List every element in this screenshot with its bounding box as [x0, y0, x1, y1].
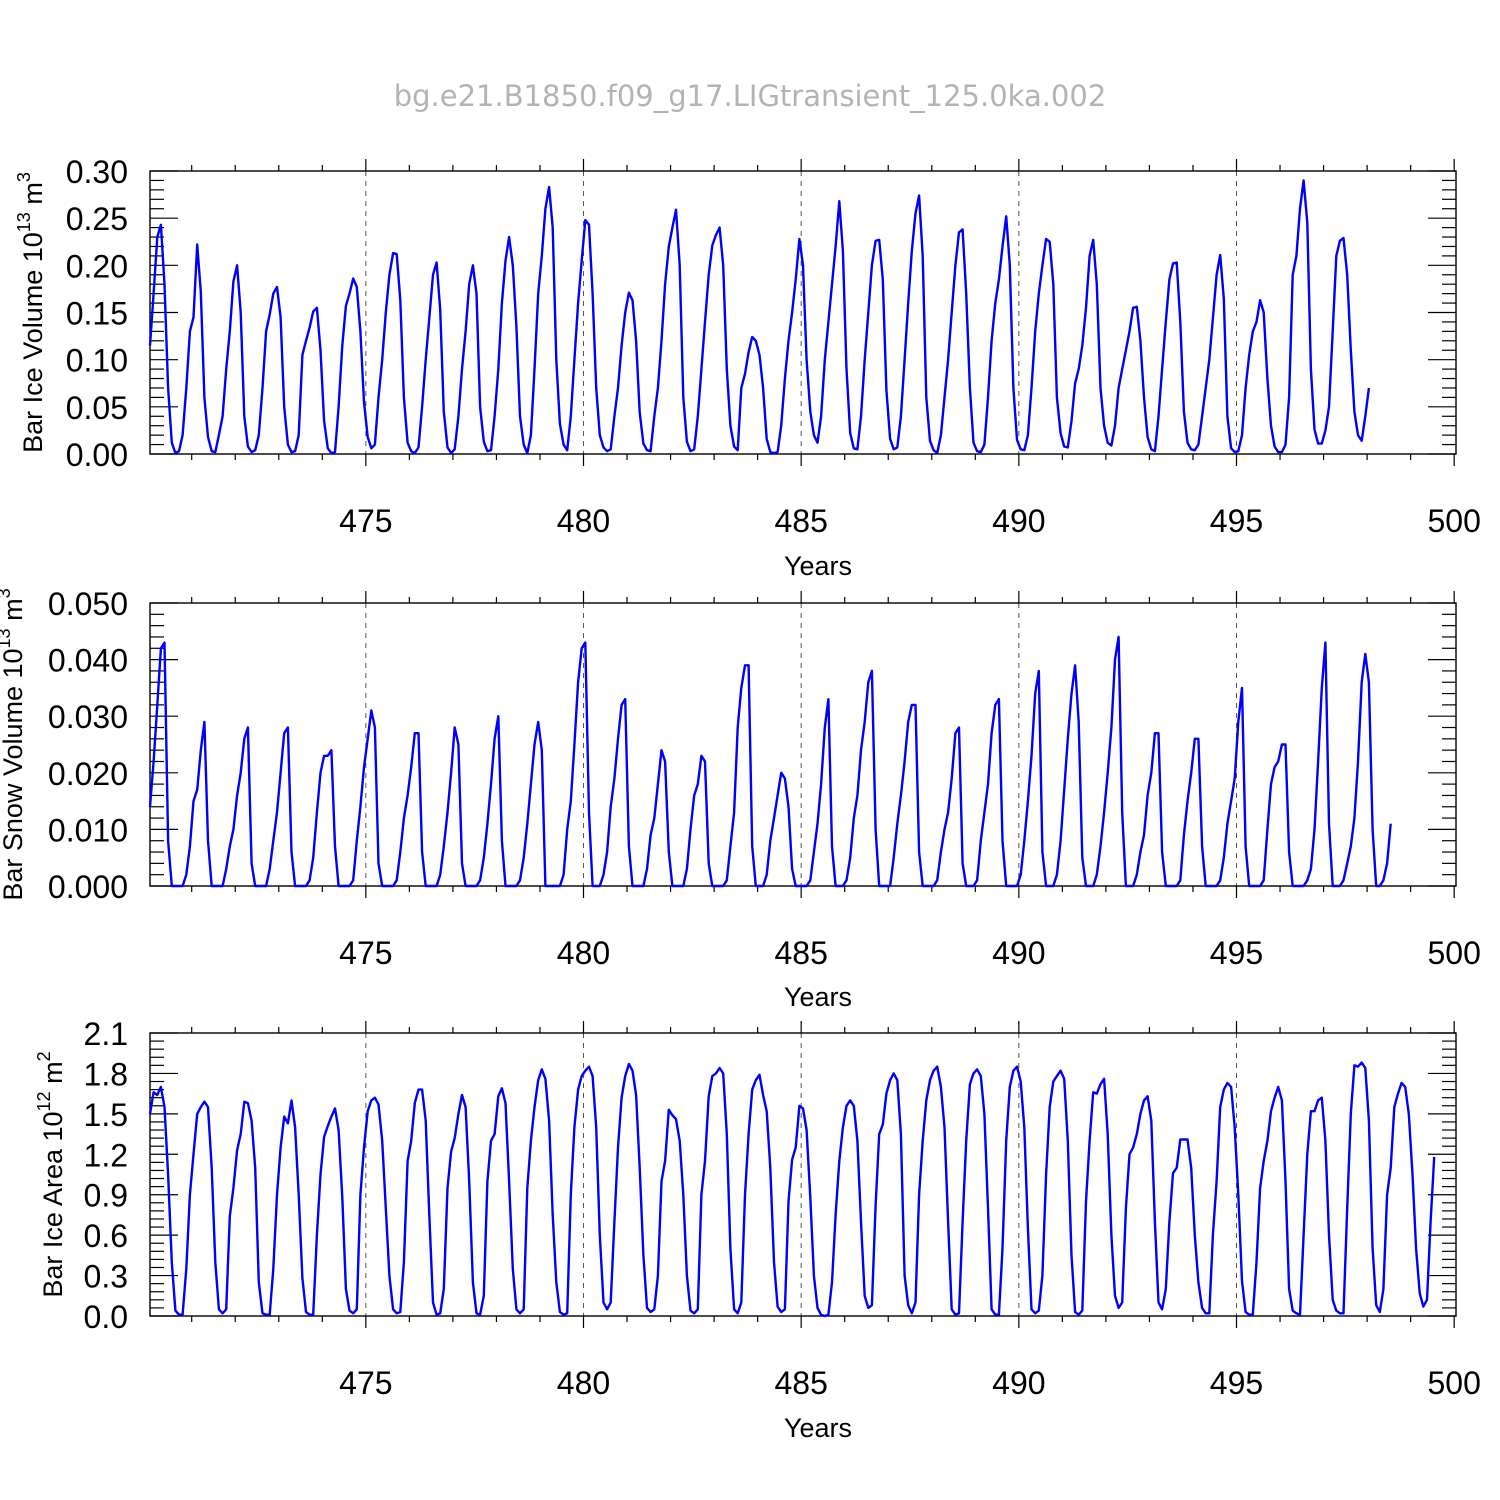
x-axis-label: Years	[784, 982, 852, 1012]
y-tick-label: 0.10	[66, 343, 128, 379]
y-tick-label: 0.010	[48, 812, 128, 848]
y-axis-label: Bar Snow Volume 1013 m3	[0, 588, 28, 900]
y-axis-label: Bar Ice Area 1012 m2	[34, 1051, 68, 1297]
panel-ice-volume: 475 480 485 490 495 500 0.00 0.05 0.10 0.15 0.20 0.…	[14, 154, 1481, 581]
y-axis-label: Bar Ice Volume 1013 m3	[14, 172, 48, 453]
y-tick-label: 0.15	[66, 296, 128, 332]
x-tick-label: 485	[774, 503, 827, 539]
x-tick-label: 490	[992, 1365, 1045, 1401]
x-tick-label: 490	[992, 503, 1045, 539]
y-tick-label: 2.1	[84, 1016, 128, 1052]
y-tick-label: 0.30	[66, 154, 128, 190]
series-line-ice-volume	[148, 179, 1371, 455]
plot-frame	[149, 602, 1457, 887]
y-tick-label: 0.030	[48, 699, 128, 735]
panel-snow-volume: 475 480 485 490 495 500 0.000 0.010 0.020 0.030 0.…	[0, 586, 1481, 1012]
x-axis-label: Years	[784, 551, 852, 581]
x-tick-label: 485	[774, 1365, 827, 1401]
y-tick-label: 0.3	[84, 1259, 128, 1295]
y-tick-label: 0.020	[48, 756, 128, 792]
y-tick-label: 1.8	[84, 1056, 128, 1092]
x-tick-label: 475	[339, 935, 392, 971]
y-tick-label: 0.20	[66, 248, 128, 284]
y-tick-label: 0.000	[48, 869, 128, 905]
x-tick-label: 475	[339, 503, 392, 539]
x-tick-label: 500	[1427, 935, 1480, 971]
y-tick-label: 0.25	[66, 201, 128, 237]
x-axis-label: Years	[784, 1413, 852, 1443]
x-tick-label: 480	[557, 1365, 610, 1401]
x-tick-label: 480	[557, 935, 610, 971]
x-tick-label: 495	[1210, 503, 1263, 539]
y-tick-label: 0.6	[84, 1218, 128, 1254]
y-tick-label: 0.9	[84, 1178, 128, 1214]
y-tick-label: 0.050	[48, 586, 128, 622]
x-tick-label: 500	[1427, 1365, 1480, 1401]
y-tick-label: 0.0	[84, 1299, 128, 1335]
y-tick-label: 0.00	[66, 437, 128, 473]
x-tick-label: 490	[992, 935, 1045, 971]
y-tick-label: 1.2	[84, 1137, 128, 1173]
panel-ice-area: 475 480 485 490 495 500 0.0 0.3 0.6 0.9 1.2 1.5 1.8 2…	[34, 1016, 1481, 1443]
series-line-ice-area	[148, 1061, 1436, 1318]
y-tick-label: 1.5	[84, 1097, 128, 1133]
x-tick-label: 495	[1210, 935, 1263, 971]
x-tick-label: 485	[774, 935, 827, 971]
x-tick-label: 480	[557, 503, 610, 539]
y-tick-label: 0.05	[66, 390, 128, 426]
figure-title: bg.e21.B1850.f09_g17.LIGtransient_125.0k…	[394, 79, 1107, 113]
x-tick-label: 500	[1427, 503, 1480, 539]
series-line-snow-volume	[148, 635, 1392, 888]
x-tick-label: 475	[339, 1365, 392, 1401]
y-tick-label: 0.040	[48, 643, 128, 679]
plot-frame	[149, 1032, 1457, 1317]
x-tick-label: 495	[1210, 1365, 1263, 1401]
